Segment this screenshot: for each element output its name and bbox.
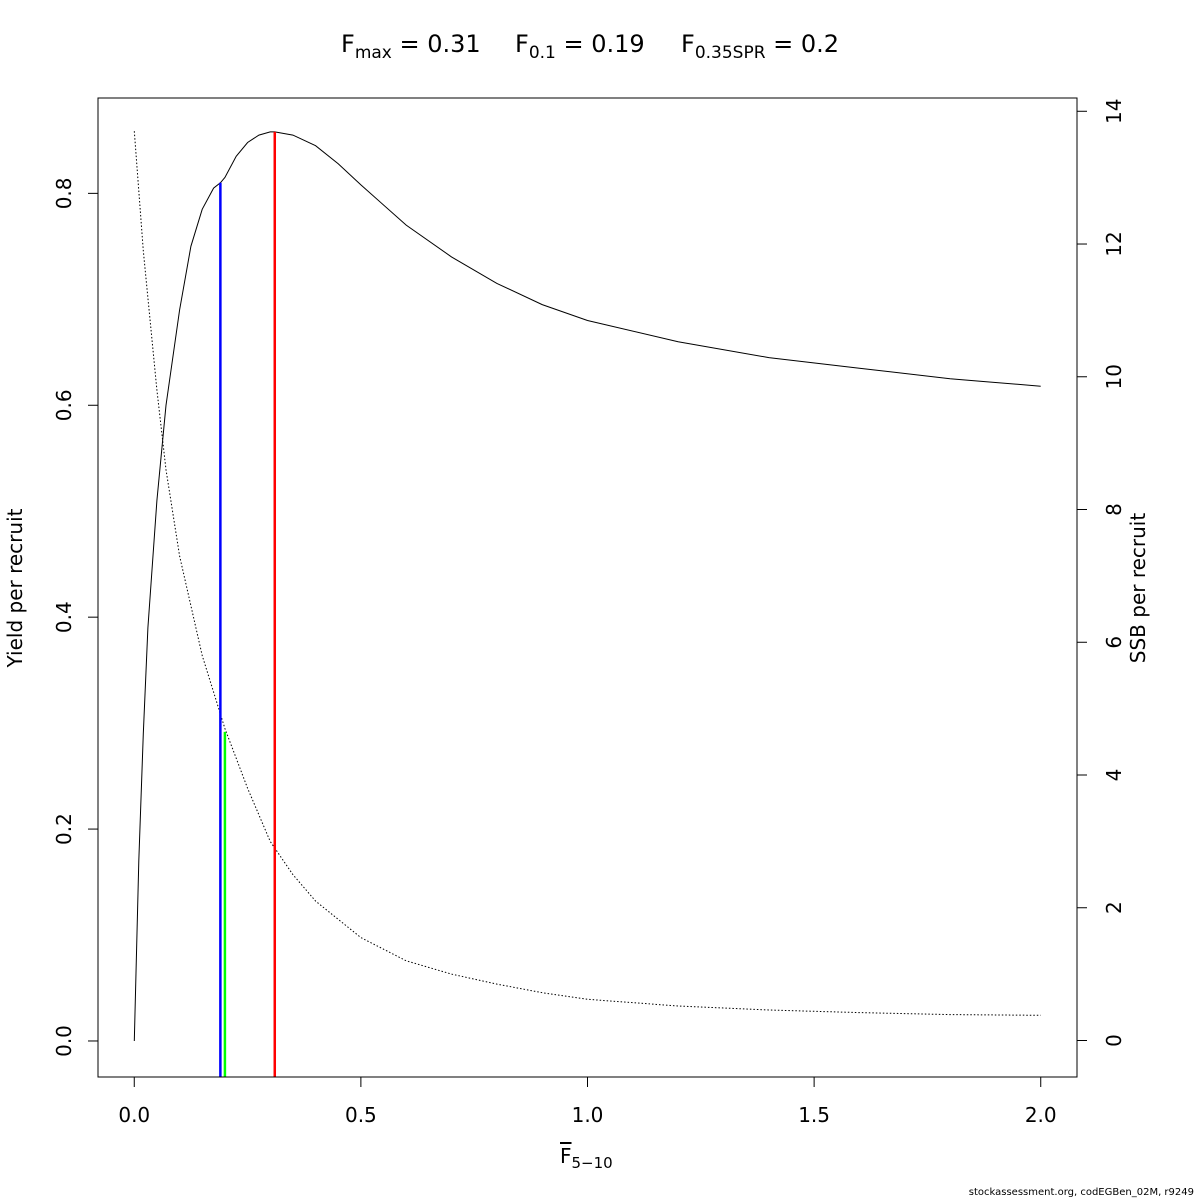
x-tick-label: 0.5 xyxy=(345,1103,377,1127)
y2-tick-label: 6 xyxy=(1102,636,1126,649)
y-tick-label: 0.0 xyxy=(52,1025,76,1057)
x-axis-label: F5−10 xyxy=(560,1144,613,1172)
plot-lines xyxy=(133,131,1041,1077)
y-tick-label: 0.6 xyxy=(52,389,76,421)
x-tick-label: 1.0 xyxy=(572,1103,604,1127)
y2-tick-label: 12 xyxy=(1102,231,1126,256)
y2-tick-label: 4 xyxy=(1102,769,1126,782)
y-tick-label: 0.4 xyxy=(52,601,76,633)
y-axis-left: 0.0 0.2 0.4 0.6 0.8 xyxy=(52,177,99,1057)
x-tick-label: 1.5 xyxy=(798,1103,830,1127)
x-tick-label: 0.0 xyxy=(118,1103,150,1127)
y2-axis-label: SSB per recruit xyxy=(1126,513,1150,664)
title-f01: F0.1 = 0.19 xyxy=(515,30,645,63)
title-fspr: F0.35SPR = 0.2 xyxy=(681,30,840,63)
x-axis: 0.0 0.5 1.0 1.5 2.0 xyxy=(118,1076,1057,1127)
footer-credit: stockassessment.org, codEGBen_02M, r9249 xyxy=(968,1187,1194,1198)
y2-tick-label: 10 xyxy=(1102,364,1126,389)
y2-tick-label: 0 xyxy=(1102,1034,1126,1047)
y-axis-label: Yield per recruit xyxy=(3,508,27,668)
y-tick-label: 0.2 xyxy=(52,813,76,845)
chart-title: Fmax = 0.31 F0.1 = 0.19 F0.35SPR = 0.2 xyxy=(0,30,1200,70)
ssb-per-recruit-curve xyxy=(133,131,1041,1016)
plot-frame xyxy=(97,97,1078,1078)
title-fmax: Fmax = 0.31 xyxy=(341,30,481,63)
y-tick-label: 0.8 xyxy=(52,177,76,209)
y2-tick-label: 14 xyxy=(1102,99,1126,124)
y2-tick-label: 2 xyxy=(1102,901,1126,914)
y-axis-right: 0 2 4 6 8 10 12 14 xyxy=(1076,99,1126,1047)
y2-tick-label: 8 xyxy=(1102,503,1126,516)
yield-per-recruit-curve xyxy=(133,131,1041,1042)
x-tick-label: 2.0 xyxy=(1025,1103,1057,1127)
